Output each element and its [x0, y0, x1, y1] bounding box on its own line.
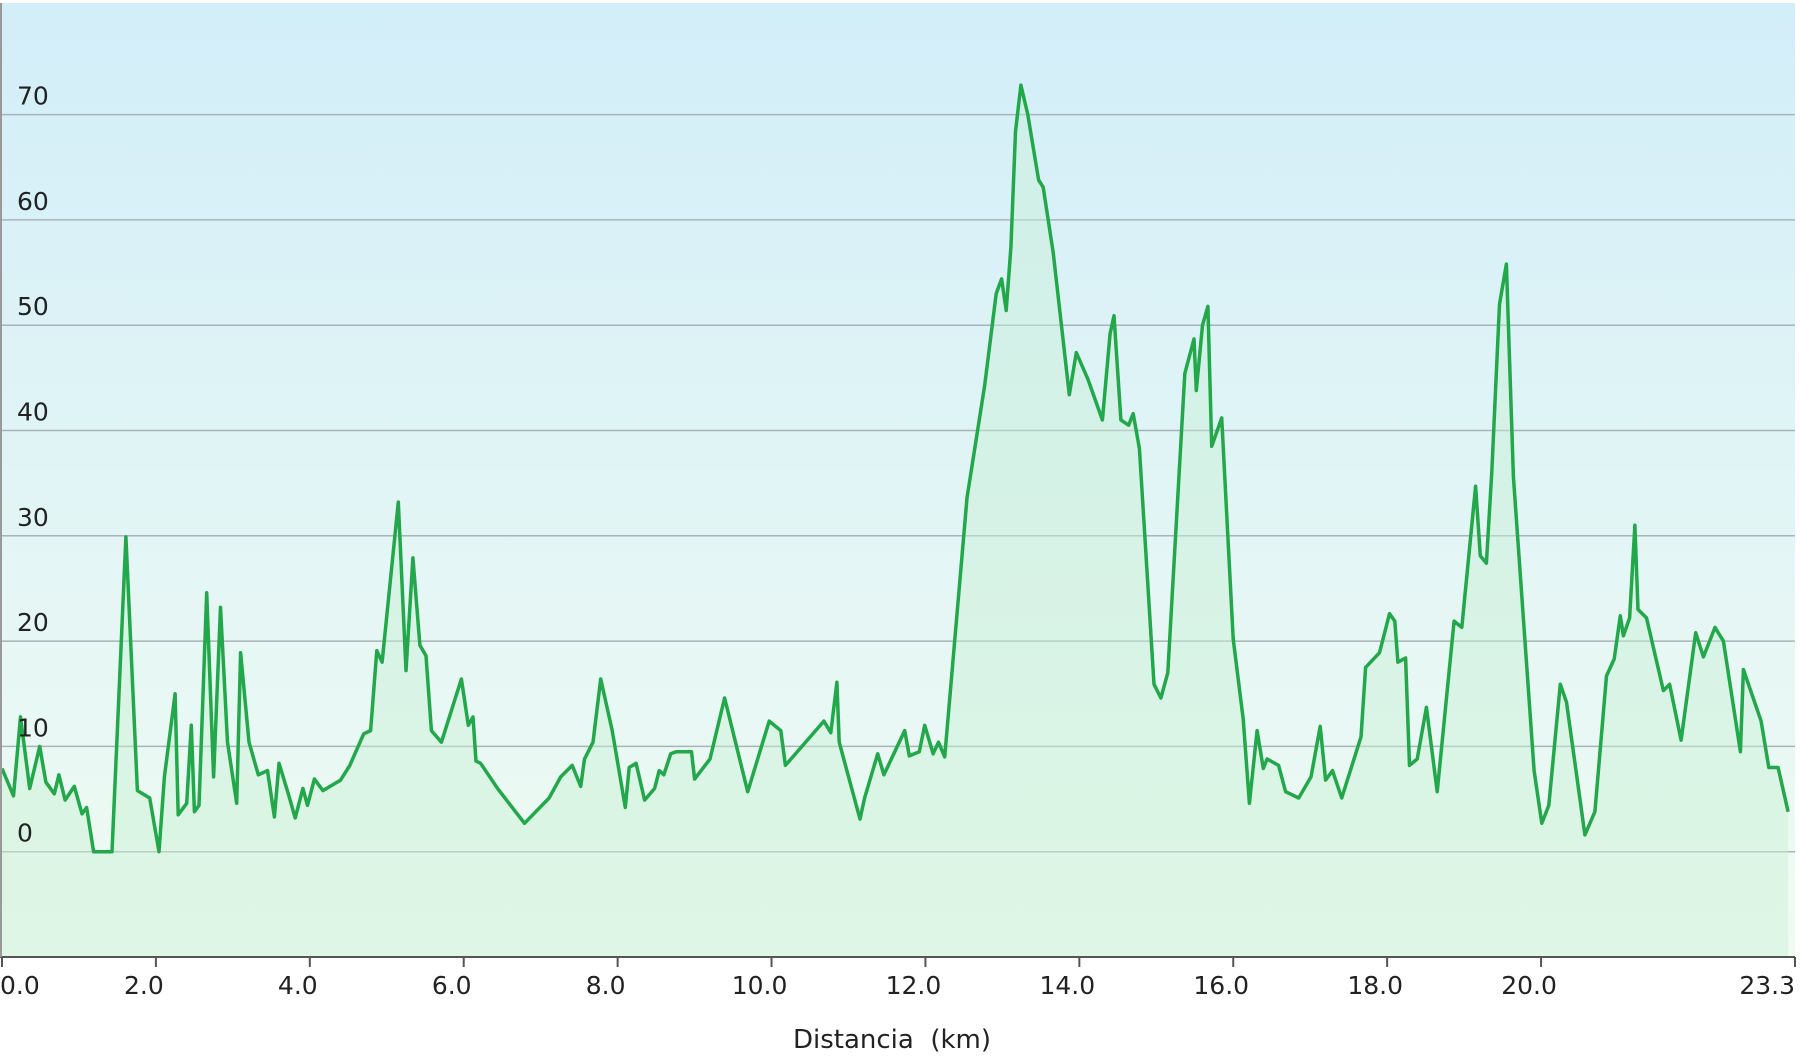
- y-tick-label: 50: [17, 292, 49, 321]
- x-tick-label: 16.0: [1193, 971, 1249, 1000]
- x-axis-label: Distancia (km): [793, 1025, 991, 1055]
- y-tick-label: 20: [17, 608, 49, 637]
- x-axis: 0.0 2.0 4.0 6.0 8.0 10.0 12.0 14.0 16.0 18.0 20.0 2…: [0, 957, 1796, 1000]
- y-tick-label: 10: [17, 713, 49, 742]
- y-tick-label: 30: [17, 503, 49, 532]
- x-tick-label: 6.0: [432, 971, 472, 1000]
- y-tick-label: 40: [17, 398, 49, 427]
- x-tick-label: 23.3: [1739, 971, 1795, 1000]
- series-line: [0, 83, 1790, 854]
- x-tick-label: 14.0: [1040, 971, 1096, 1000]
- series-area-fill: [2, 85, 1789, 958]
- x-tick-label: 4.0: [278, 971, 318, 1000]
- x-tick-label: 0.0: [0, 971, 40, 1000]
- x-tick-label: 18.0: [1347, 971, 1403, 1000]
- y-tick-label: 0: [17, 819, 33, 848]
- y-tick-label: 70: [17, 82, 49, 111]
- y-tick-label: 60: [17, 187, 49, 216]
- x-tick-label: 10.0: [732, 971, 788, 1000]
- x-tick-label: 8.0: [586, 971, 626, 1000]
- x-tick-label: 12.0: [886, 971, 942, 1000]
- x-tick-label: 2.0: [124, 971, 164, 1000]
- y-axis: 0 10 20 30 40 50 60 70: [17, 82, 49, 848]
- x-tick-label: 20.0: [1501, 971, 1557, 1000]
